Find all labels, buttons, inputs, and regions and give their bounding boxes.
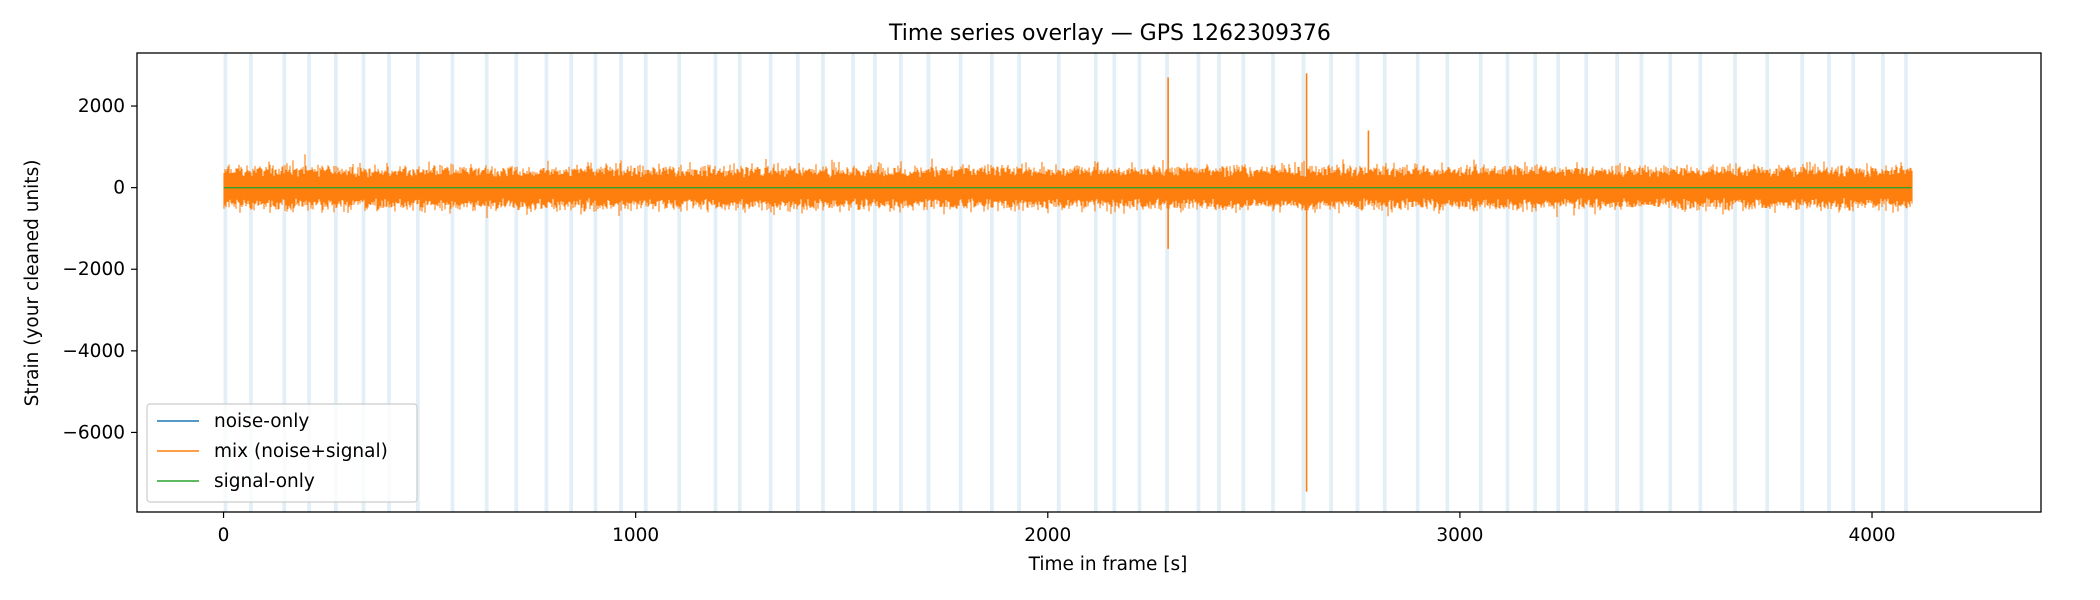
shaded-interval-29 [1056, 53, 1061, 512]
shaded-interval-37 [1271, 53, 1275, 512]
shaded-interval-34 [1196, 53, 1201, 512]
shaded-interval-26 [958, 53, 963, 512]
shaded-interval-32 [1137, 53, 1142, 512]
shaded-interval-21 [821, 53, 825, 512]
shaded-interval-41 [1382, 53, 1387, 512]
shaded-interval-10 [514, 53, 519, 512]
shaded-interval-1 [249, 53, 253, 512]
shaded-interval-25 [926, 53, 931, 512]
shaded-interval-45 [1505, 53, 1510, 512]
x-axis-ticks: 0 1000 2000 3000 4000 [218, 512, 1896, 546]
shaded-interval-20 [795, 53, 800, 512]
shaded-interval-14 [619, 53, 623, 512]
shaded-interval-27 [990, 53, 994, 512]
x-tick-label: 4000 [1848, 525, 1895, 546]
legend-label-noise-only: noise-only [214, 411, 309, 432]
shaded-interval-55 [1800, 53, 1805, 512]
shaded-interval-44 [1478, 53, 1483, 512]
shaded-interval-28 [1017, 53, 1021, 512]
plot-area [223, 53, 1913, 512]
shaded-interval-11 [544, 53, 549, 512]
shaded-interval-7 [416, 53, 420, 512]
series-line-mix [223, 154, 1913, 218]
shaded-interval-12 [569, 53, 574, 512]
shaded-interval-53 [1733, 53, 1737, 512]
shaded-interval-47 [1556, 53, 1561, 512]
y-tick-label: −4000 [62, 341, 125, 362]
shaded-interval-48 [1584, 53, 1589, 512]
shaded-interval-15 [643, 53, 648, 512]
x-tick-label: 3000 [1436, 525, 1483, 546]
series-lines [223, 73, 1913, 492]
shaded-interval-58 [1881, 53, 1885, 512]
shaded-interval-54 [1765, 53, 1769, 512]
legend: noise-only mix (noise+signal) signal-onl… [146, 403, 418, 503]
shaded-interval-43 [1445, 53, 1450, 512]
shaded-interval-30 [1093, 53, 1098, 512]
x-tick-label: 1000 [612, 525, 659, 546]
x-axis-label: Time in frame [s] [1028, 554, 1188, 575]
shaded-interval-6 [387, 53, 391, 512]
shaded-interval-0 [223, 53, 228, 512]
shaded-interval-50 [1639, 53, 1644, 512]
shaded-interval-9 [484, 53, 489, 512]
x-tick-label: 2000 [1024, 525, 1071, 546]
shaded-interval-22 [851, 53, 855, 512]
shaded-interval-52 [1698, 53, 1703, 512]
y-tick-label: −6000 [62, 422, 125, 443]
shaded-interval-13 [593, 53, 598, 512]
y-axis-ticks: −6000 −4000 −2000 0 2000 [62, 96, 137, 443]
y-axis-label: Strain (your cleaned units) [22, 160, 43, 407]
shaded-interval-59 [1904, 53, 1908, 512]
shaded-interval-8 [450, 53, 455, 512]
y-tick-label: 0 [113, 178, 125, 199]
legend-label-signal-only: signal-only [214, 471, 315, 492]
x-tick-label: 0 [218, 525, 230, 546]
shaded-interval-51 [1668, 53, 1673, 512]
shaded-interval-57 [1851, 53, 1856, 512]
shaded-interval-3 [307, 53, 311, 512]
shaded-interval-40 [1355, 53, 1360, 512]
legend-label-mix: mix (noise+signal) [214, 441, 388, 462]
plot-frame [136, 52, 2042, 513]
shaded-interval-56 [1827, 53, 1831, 512]
shaded-interval-38 [1301, 53, 1306, 512]
shaded-interval-17 [713, 53, 718, 512]
shaded-intervals [223, 53, 1908, 512]
y-tick-label: 2000 [78, 96, 125, 117]
shaded-interval-2 [282, 53, 287, 512]
shaded-interval-16 [677, 53, 681, 512]
y-tick-label: −2000 [62, 259, 125, 280]
shaded-interval-35 [1217, 53, 1221, 512]
shaded-interval-23 [873, 53, 877, 512]
shaded-interval-31 [1112, 53, 1117, 512]
chart-title: Time series overlay — GPS 1262309376 [888, 21, 1331, 46]
shaded-interval-36 [1241, 53, 1246, 512]
shaded-interval-19 [768, 53, 773, 512]
shaded-interval-39 [1329, 53, 1333, 512]
shaded-interval-49 [1615, 53, 1619, 512]
shaded-interval-5 [361, 53, 366, 512]
shaded-interval-46 [1533, 53, 1537, 512]
legend-box [146, 403, 418, 503]
shaded-interval-18 [737, 53, 742, 512]
shaded-interval-24 [899, 53, 903, 512]
shaded-interval-33 [1165, 53, 1169, 512]
shaded-interval-4 [333, 53, 338, 512]
shaded-interval-42 [1415, 53, 1420, 512]
